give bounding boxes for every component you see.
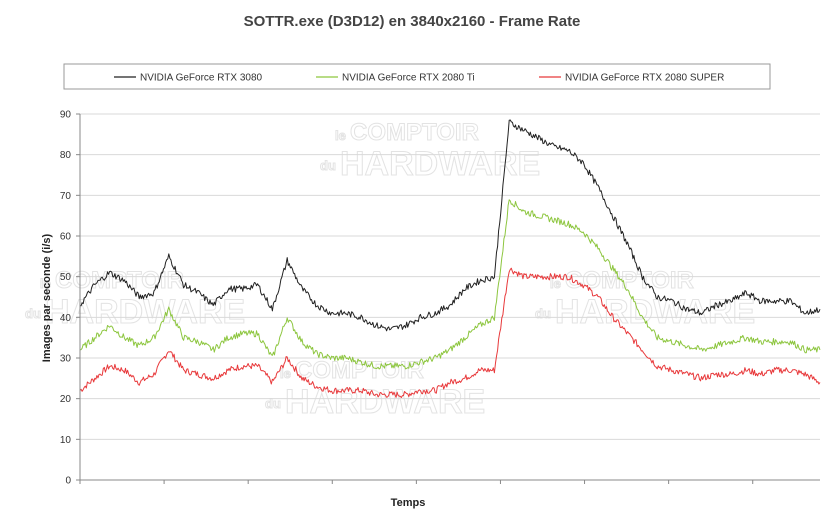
watermark-group-3: le COMPTOIR du HARDWARE bbox=[25, 267, 246, 332]
y-tick-label: 20 bbox=[60, 394, 72, 405]
y-axis-title: Images par seconde (i/s) bbox=[41, 233, 53, 362]
series-line-2 bbox=[79, 199, 821, 370]
watermark-text: HARDWARE bbox=[45, 293, 245, 331]
legend: NVIDIA GeForce RTX 3080 NVIDIA GeForce RT… bbox=[114, 73, 724, 84]
watermark-text: COMPTOIR bbox=[565, 267, 694, 294]
y-tick-label: 40 bbox=[60, 313, 72, 324]
watermark-text: le bbox=[335, 128, 346, 143]
watermark-text: du bbox=[320, 158, 336, 173]
watermark-text: COMPTOIR bbox=[350, 119, 479, 146]
watermark-text: du bbox=[535, 306, 551, 321]
y-tick-label: 60 bbox=[60, 232, 72, 243]
watermark-text: du bbox=[265, 396, 281, 411]
y-tick-label: 30 bbox=[60, 354, 72, 365]
watermark-text: le bbox=[280, 366, 291, 381]
chart-title: SOTTR.exe (D3D12) en 3840x2160 - Frame R… bbox=[244, 13, 581, 30]
y-tick-label: 70 bbox=[60, 191, 72, 202]
x-axis-title: Temps bbox=[391, 497, 426, 509]
y-tick-labels: 0 10 20 30 40 50 60 70 80 90 bbox=[60, 110, 80, 487]
watermark-group-1: le COMPTOIR du HARDWARE bbox=[320, 119, 541, 184]
legend-label-3: NVIDIA GeForce RTX 2080 SUPER bbox=[565, 73, 724, 84]
watermark-text: le bbox=[40, 276, 51, 291]
watermark-text: COMPTOIR bbox=[55, 267, 184, 294]
legend-label-2: NVIDIA GeForce RTX 2080 Ti bbox=[342, 73, 475, 84]
series-line-3 bbox=[79, 267, 821, 398]
watermark-text: HARDWARE bbox=[285, 383, 485, 421]
watermark-text: le bbox=[550, 276, 561, 291]
watermark: le COMPTOIR du HARDWARE le COMPTOIR du HARDWARE… bbox=[25, 119, 756, 422]
y-tick-label: 80 bbox=[60, 150, 72, 161]
y-tick-label: 10 bbox=[60, 435, 72, 446]
series-layer bbox=[79, 119, 821, 398]
y-tick-label: 0 bbox=[65, 476, 71, 487]
y-tick-label: 90 bbox=[60, 110, 72, 121]
watermark-text: du bbox=[25, 306, 41, 321]
gridlines bbox=[80, 113, 820, 440]
legend-box bbox=[63, 63, 771, 90]
axes bbox=[79, 114, 820, 484]
watermark-text: HARDWARE bbox=[555, 293, 755, 331]
watermark-text: HARDWARE bbox=[340, 145, 540, 183]
legend-label-1: NVIDIA GeForce RTX 3080 bbox=[140, 73, 263, 84]
y-tick-label: 50 bbox=[60, 272, 72, 283]
watermark-group-2: le COMPTOIR du HARDWARE bbox=[535, 267, 756, 332]
series-line-1 bbox=[79, 119, 821, 332]
